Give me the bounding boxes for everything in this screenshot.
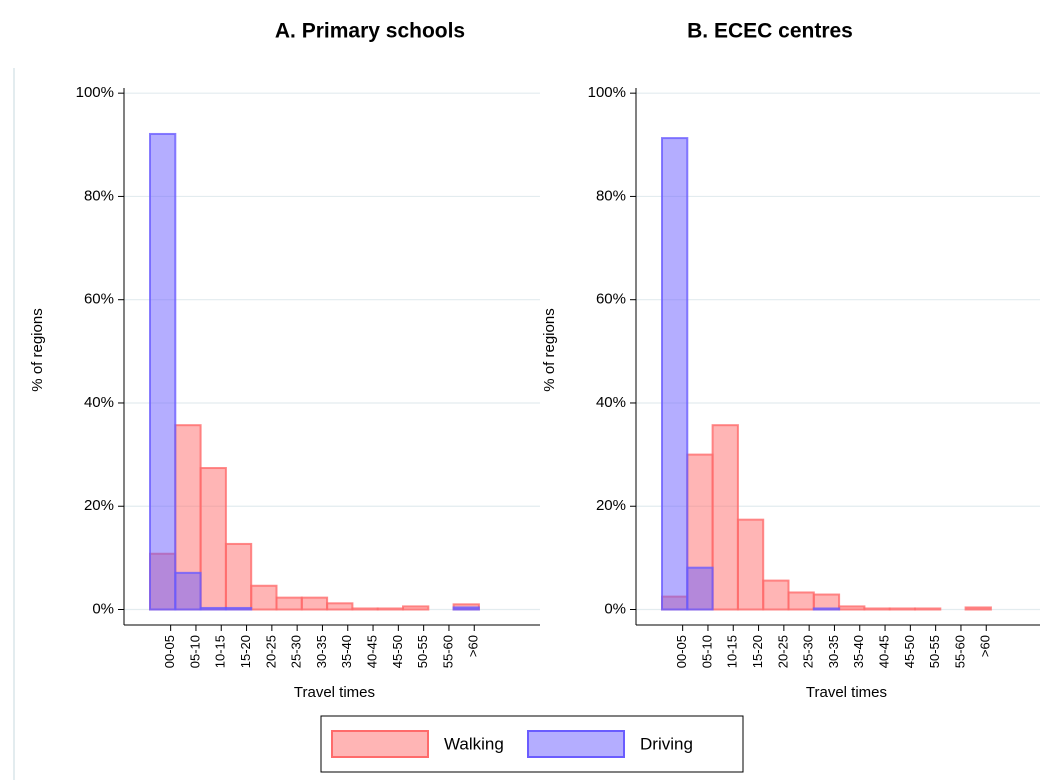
bar [661, 137, 689, 611]
y-tick-label: 100% [588, 84, 626, 101]
bar [376, 607, 405, 611]
y-tick-label: 80% [596, 187, 626, 204]
bar [224, 606, 253, 611]
y-tick-label: 20% [84, 497, 114, 514]
x-tick-label: 40-45 [876, 635, 891, 668]
bar [199, 467, 227, 611]
bar [736, 518, 765, 611]
y-tick-label: 0% [604, 600, 626, 617]
x-tick-label: 50-55 [415, 635, 430, 668]
x-tick-label: 35-40 [339, 635, 354, 668]
x-tick-label: 15-20 [750, 635, 765, 668]
bar [762, 579, 790, 611]
bar [402, 605, 430, 611]
x-tick-label: 20-25 [263, 635, 278, 668]
x-tick-label: 30-35 [826, 635, 841, 668]
bar [686, 566, 714, 611]
x-tick-label: 10-15 [213, 635, 228, 668]
x-tick-label: 55-60 [952, 635, 967, 668]
bar [812, 607, 841, 611]
x-tick-label: 50-55 [927, 635, 942, 668]
y-tick-label: 40% [84, 394, 114, 411]
legend-label: Walking [444, 734, 504, 753]
y-tick-label: 20% [596, 497, 626, 514]
chart-title: B. ECEC centres [687, 20, 853, 43]
bar [300, 596, 329, 611]
x-tick-label: 35-40 [851, 635, 866, 668]
bar [787, 591, 815, 611]
x-tick-label: 05-10 [699, 635, 714, 668]
x-tick-label: 00-05 [674, 635, 689, 668]
bar [812, 593, 841, 611]
x-axis-label: Travel times [806, 684, 887, 701]
bar [351, 607, 379, 611]
x-tick-label: 45-50 [902, 635, 917, 668]
bar [275, 596, 303, 611]
legend-label: Driving [640, 734, 693, 753]
bar [863, 607, 891, 611]
x-tick-label: 55-60 [440, 635, 455, 668]
x-tick-label: 10-15 [725, 635, 740, 668]
y-tick-label: 80% [84, 187, 114, 204]
bar [149, 132, 177, 611]
x-tick-label: 30-35 [314, 635, 329, 668]
legend-swatch [527, 730, 625, 758]
y-tick-label: 40% [596, 394, 626, 411]
y-axis-label: % of regions [29, 308, 46, 391]
x-tick-label: 05-10 [187, 635, 202, 668]
x-tick-label: 15-20 [238, 635, 253, 668]
x-tick-label: 25-30 [801, 635, 816, 668]
x-axis-label: Travel times [294, 684, 375, 701]
x-tick-label: 45-50 [390, 635, 405, 668]
x-tick-label: 20-25 [775, 635, 790, 668]
x-tick-label: 00-05 [162, 635, 177, 668]
bar [888, 607, 917, 611]
x-tick-label: 40-45 [364, 635, 379, 668]
bar [914, 607, 942, 611]
bar [711, 424, 739, 611]
legend-swatch [331, 730, 429, 758]
bar [199, 606, 227, 611]
y-axis-label: % of regions [541, 308, 558, 391]
bar [964, 606, 992, 611]
y-tick-label: 60% [596, 291, 626, 308]
x-tick-label: >60 [466, 635, 481, 657]
bar [838, 605, 866, 611]
chart-title: A. Primary schools [275, 20, 465, 43]
bar [174, 571, 202, 611]
bar [224, 542, 253, 611]
bar [326, 602, 354, 611]
bar [452, 606, 480, 611]
bar [250, 584, 278, 611]
x-tick-label: >60 [978, 635, 993, 657]
y-tick-label: 0% [92, 600, 114, 617]
y-tick-label: 100% [76, 84, 114, 101]
y-tick-label: 60% [84, 291, 114, 308]
x-tick-label: 25-30 [289, 635, 304, 668]
